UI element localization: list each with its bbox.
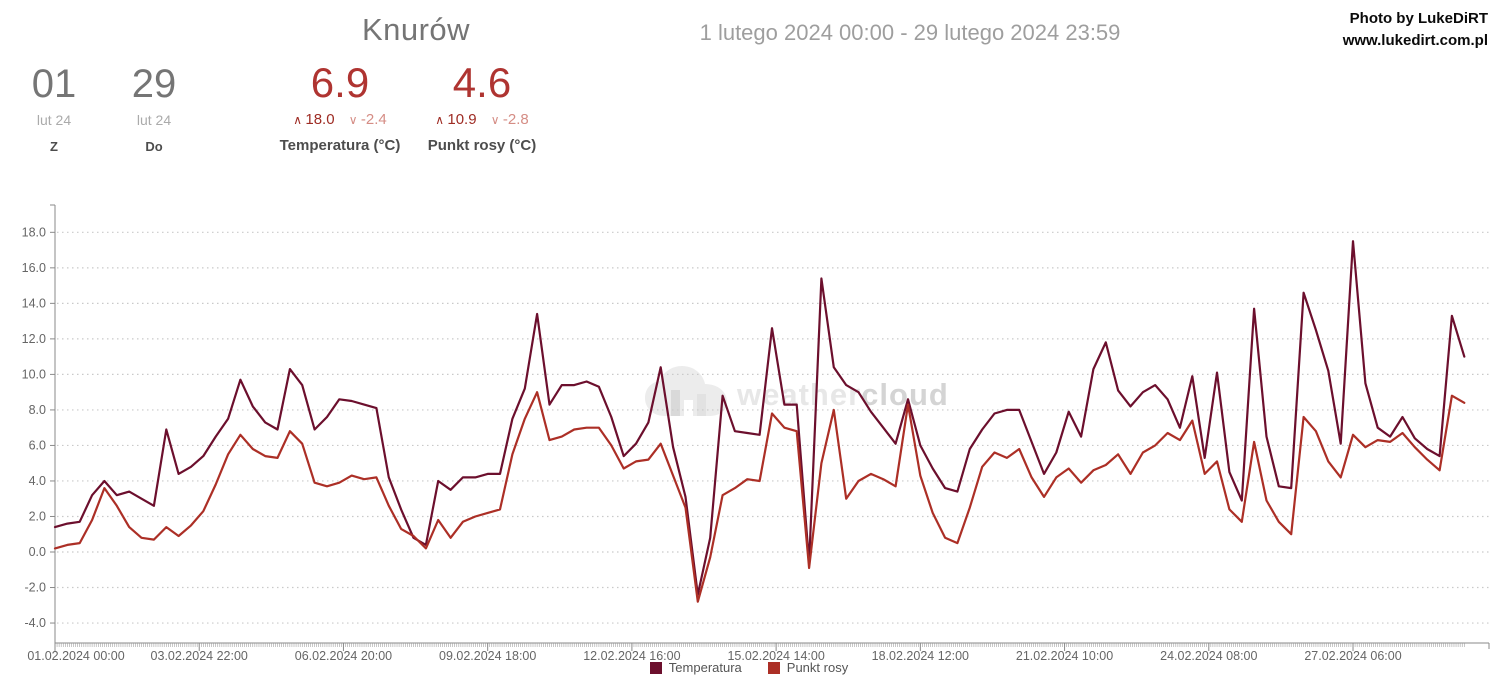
legend-label-temperatura: Temperatura <box>668 660 742 675</box>
range-to-month: lut 24 <box>136 112 172 128</box>
x-axis-label: 01.02.2024 00:00 <box>27 649 124 663</box>
range-to-block: 29 lut 24 Do <box>114 62 194 154</box>
x-axis-label: 27.02.2024 06:00 <box>1304 649 1401 663</box>
temperature-min: ∨ -2.4 <box>348 111 387 128</box>
range-from-month: lut 24 <box>36 112 72 128</box>
caret-up-icon: ∧ <box>293 113 306 127</box>
dewpoint-min: ∨ -2.8 <box>490 111 529 128</box>
caret-up-icon: ∧ <box>435 113 448 127</box>
dewpoint-average: 4.6 <box>452 59 512 106</box>
x-axis-label: 24.02.2024 08:00 <box>1160 649 1257 663</box>
x-axis-label: 09.02.2024 18:00 <box>439 649 536 663</box>
y-axis-label: 10.0 <box>22 367 46 381</box>
range-to-label: Do <box>145 139 163 154</box>
legend-item-temperatura[interactable]: Temperatura <box>649 660 742 675</box>
y-axis-label: 4.0 <box>29 474 46 488</box>
dewpoint-max: ∧ 10.9 <box>435 111 477 128</box>
range-from-block: 01 lut 24 Z <box>14 62 94 154</box>
legend-item-punkt-rosy[interactable]: Punkt rosy <box>767 660 849 675</box>
date-range-text: 1 lutego 2024 00:00 - 29 lutego 2024 23:… <box>699 20 1121 45</box>
legend-swatch-punkt-rosy <box>767 661 780 674</box>
x-axis-label: 18.02.2024 12:00 <box>872 649 969 663</box>
stat-dewpoint: 4.6 ∧ 10.9 ∨ -2.8 Punkt rosy (°C) <box>402 59 562 155</box>
range-from-label: Z <box>50 139 58 154</box>
station-title: Knurów <box>361 12 471 47</box>
photo-credit[interactable]: Photo by LukeDiRT www.lukedirt.com.pl <box>1343 8 1488 52</box>
x-axis-label: 03.02.2024 22:00 <box>151 649 248 663</box>
x-axis-label: 12.02.2024 16:00 <box>583 649 680 663</box>
x-axis-label: 21.02.2024 10:00 <box>1016 649 1113 663</box>
y-axis-label: 6.0 <box>29 438 46 452</box>
y-axis-label: 8.0 <box>29 403 46 417</box>
dewpoint-stat-label: Punkt rosy (°C) <box>427 137 537 154</box>
range-to-day: 29 <box>131 62 177 106</box>
caret-down-icon: ∨ <box>490 113 503 127</box>
y-axis-label: 0.0 <box>29 545 46 559</box>
temperature-max: ∧ 18.0 <box>293 111 335 128</box>
y-axis-label: 18.0 <box>22 225 46 239</box>
y-axis-label: -2.0 <box>24 581 46 595</box>
range-from-day: 01 <box>31 62 77 106</box>
x-axis-label: 15.02.2024 14:00 <box>727 649 824 663</box>
y-axis-label: 16.0 <box>22 261 46 275</box>
stat-temperature: 6.9 ∧ 18.0 ∨ -2.4 Temperatura (°C) <box>260 59 420 155</box>
legend-swatch-temperatura <box>649 661 662 674</box>
punkt-rosy-line <box>53 391 1466 603</box>
y-axis-label: 2.0 <box>29 509 46 523</box>
x-axis-label: 06.02.2024 20:00 <box>295 649 392 663</box>
y-axis-label: 12.0 <box>22 332 46 346</box>
legend-label-punkt-rosy: Punkt rosy <box>786 660 849 675</box>
photo-credit-line1: Photo by LukeDiRT <box>1349 10 1488 27</box>
y-axis-label: -4.0 <box>24 616 46 630</box>
temperature-stat-label: Temperatura (°C) <box>279 137 401 154</box>
temperature-average: 6.9 <box>310 59 370 106</box>
temperatura-line <box>53 240 1466 596</box>
photo-credit-line2[interactable]: www.lukedirt.com.pl <box>1342 32 1488 49</box>
y-axis-label: 14.0 <box>22 296 46 310</box>
caret-down-icon: ∨ <box>348 113 361 127</box>
chart-legend: Temperatura Punkt rosy <box>0 660 1498 675</box>
